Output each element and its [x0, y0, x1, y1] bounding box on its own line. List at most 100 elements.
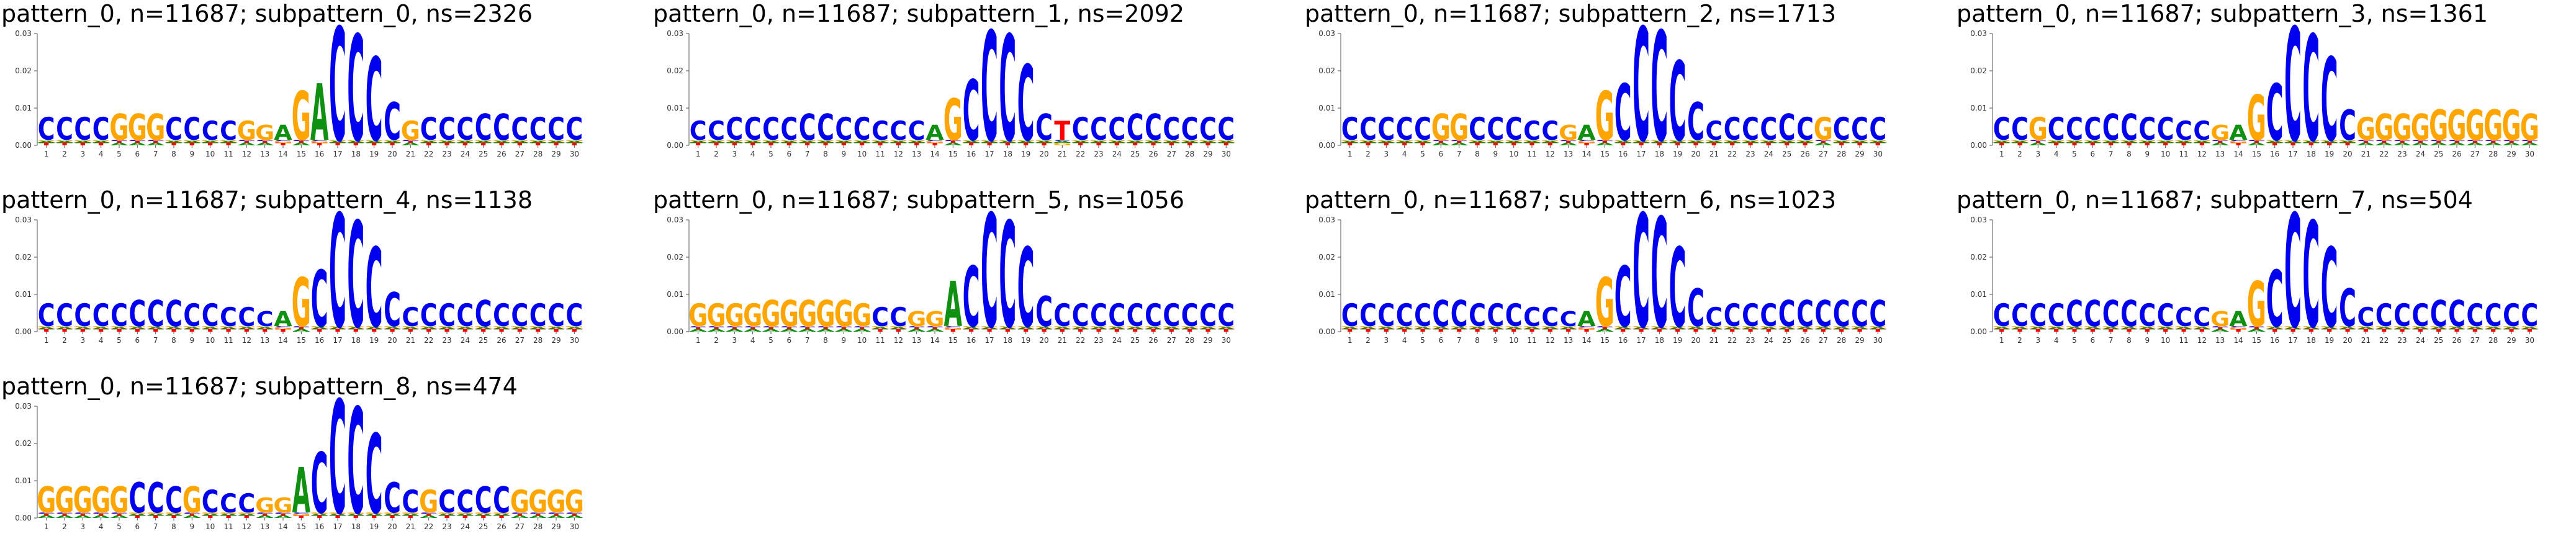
- logo-letter-minor: G: [2156, 140, 2175, 142]
- logo-letter: C: [2448, 292, 2466, 335]
- logo-letter-minor: G: [1395, 140, 1414, 142]
- y-tick-label: 0.02: [15, 253, 32, 261]
- panel-title: pattern_0, n=11687; subpattern_0, ns=232…: [1, 0, 533, 27]
- logo-letter-minor: T: [981, 142, 998, 147]
- logo-letter-minor: G: [382, 140, 402, 142]
- logo-letter-minor: A: [128, 142, 146, 147]
- logo-letter-minor: T: [2194, 142, 2210, 147]
- logo-letter-minor: T: [38, 142, 55, 147]
- logo-letter-minor: T: [74, 329, 91, 333]
- logo-letter-minor: C: [256, 140, 274, 142]
- logo-letter-minor: A: [1723, 140, 1742, 143]
- logo-letter-minor: T: [330, 142, 346, 147]
- logo-letter-minor: T: [1360, 142, 1377, 147]
- logo-letter-minor: G: [2101, 140, 2120, 142]
- logo-letter-minor: A: [402, 513, 420, 516]
- x-tick-label: 28: [2488, 150, 2498, 158]
- x-tick-label: 9: [2145, 336, 2150, 345]
- logo-letter-minor: C: [74, 512, 91, 514]
- logo-letter: C: [2339, 102, 2356, 150]
- logo-letter-minor: T: [781, 327, 798, 330]
- x-tick-label: 2: [714, 336, 719, 345]
- logo-letter-minor: G: [1217, 326, 1236, 328]
- logo-letter-minor: G: [565, 140, 584, 142]
- logo-letter-minor: G: [1850, 326, 1869, 328]
- logo-letter-minor: T: [2066, 329, 2083, 333]
- logo-letter-minor: A: [164, 513, 183, 516]
- x-tick-label: 11: [875, 150, 885, 158]
- logo-letter-minor: G: [1089, 326, 1108, 328]
- x-tick-label: 15: [2252, 150, 2261, 158]
- logo-letter-minor: G: [419, 326, 438, 328]
- logo-letter-minor: A: [780, 329, 798, 333]
- logo-letter: C: [780, 112, 798, 147]
- logo-letter-minor: C: [835, 326, 852, 328]
- logo-letter: A: [2229, 121, 2248, 145]
- x-tick-label: 22: [1727, 150, 1737, 158]
- logo-letter-minor: T: [238, 515, 255, 519]
- logo-letter-minor: A: [2375, 327, 2394, 330]
- x-tick-label: 7: [153, 336, 158, 345]
- logo-letter: G: [255, 494, 274, 517]
- logo-letter-minor: A: [74, 515, 92, 519]
- logo-letter: C: [2430, 292, 2448, 335]
- logo-letter-minor: G: [2174, 140, 2193, 142]
- logo-letter: C: [1760, 112, 1777, 147]
- logo-letter-minor: T: [1742, 329, 1759, 333]
- logo-letter-minor: C: [1596, 140, 1613, 142]
- x-tick-label: 23: [442, 522, 451, 531]
- logo-panel: pattern_0, n=11687; subpattern_6, ns=102…: [1304, 183, 1924, 373]
- logo-letter-minor: T: [402, 329, 419, 333]
- logo-letter: C: [183, 112, 200, 147]
- logo-letter: C: [1181, 298, 1199, 334]
- logo-letter-minor: C: [547, 512, 565, 514]
- x-tick-label: 28: [2488, 336, 2498, 345]
- logo-letter-minor: G: [1431, 326, 1451, 328]
- x-tick-label: 8: [2127, 150, 2132, 158]
- logo-letter: C: [329, 0, 346, 177]
- x-tick-label: 10: [1509, 336, 1518, 345]
- logo-letter: C: [1017, 44, 1035, 165]
- logo-letter-minor: A: [889, 140, 908, 143]
- x-tick-label: 14: [278, 522, 287, 531]
- logo-letter-minor: G: [1217, 140, 1236, 142]
- logo-letter: C: [1705, 302, 1723, 332]
- logo-letter-minor: G: [1777, 140, 1796, 142]
- logo-letter-minor: G: [2265, 326, 2284, 328]
- logo-letter-minor: T: [726, 327, 743, 330]
- logo-letter-minor: A: [853, 140, 871, 143]
- logo-letter: G: [273, 494, 292, 517]
- x-tick-label: 10: [2161, 336, 2170, 345]
- logo-letter-minor: C: [2212, 326, 2229, 328]
- logo-letter-minor: A: [292, 329, 310, 333]
- logo-letter: G: [1431, 106, 1451, 148]
- logo-letter-minor: T: [1633, 329, 1650, 333]
- logo-panel: pattern_0, n=11687; subpattern_7, ns=504…: [1955, 183, 2576, 373]
- logo-letter: C: [1181, 112, 1199, 147]
- logo-letter-minor: T: [1145, 142, 1162, 147]
- logo-letter: C: [2266, 68, 2284, 158]
- logo-letter-minor: T: [1073, 329, 1089, 333]
- x-tick-label: 13: [260, 336, 269, 345]
- logo-letter-minor: G: [1686, 140, 1705, 142]
- logo-letter-minor: A: [2084, 140, 2102, 143]
- logo-letter: C: [1217, 112, 1235, 147]
- x-tick-label: 3: [81, 336, 86, 345]
- logo-letter-minor: T: [1994, 329, 2011, 333]
- logo-letter: C: [690, 116, 707, 146]
- logo-letter-minor: G: [218, 326, 238, 328]
- logo-letter-minor: T: [439, 142, 456, 147]
- logo-letter-minor: G: [1467, 326, 1487, 328]
- logo-letter-minor: A: [2375, 142, 2393, 147]
- x-tick-label: 22: [424, 522, 433, 531]
- logo-letter-minor: T: [2394, 140, 2411, 143]
- logo-letter-minor: G: [1504, 326, 1523, 328]
- logo-letter-minor: A: [292, 142, 310, 147]
- logo-letter-minor: G: [200, 512, 220, 514]
- logo-letter: C: [1814, 292, 1832, 335]
- logo-letter: C: [1705, 116, 1723, 146]
- logo-letter: G: [2247, 268, 2266, 340]
- y-tick-label: 0.00: [1318, 327, 1335, 336]
- x-tick-label: 12: [2197, 336, 2207, 345]
- x-tick-label: 26: [2452, 336, 2461, 345]
